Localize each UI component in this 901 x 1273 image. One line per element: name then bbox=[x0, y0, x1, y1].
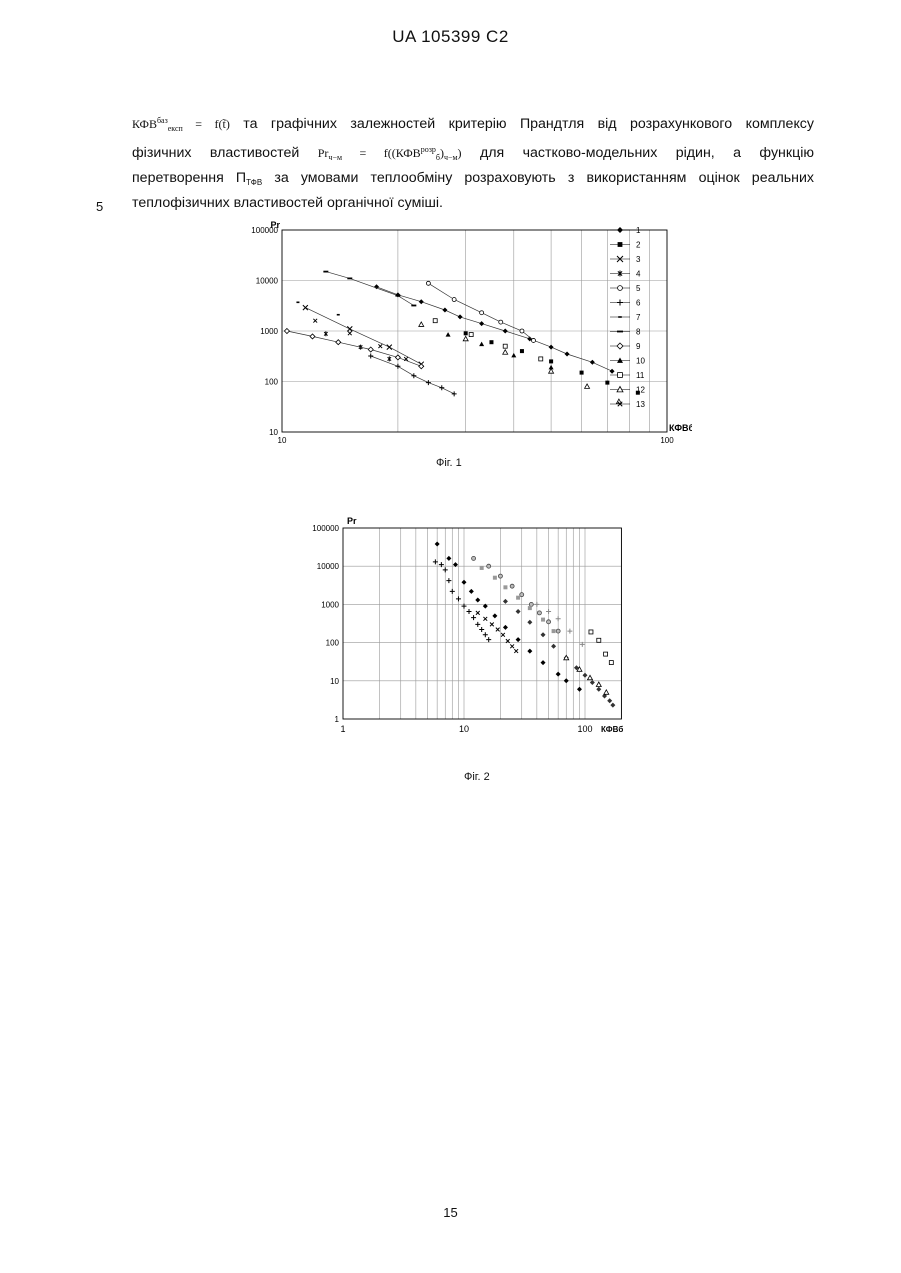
y-tick-label: 1000 bbox=[321, 600, 339, 609]
legend-label-13: 13 bbox=[636, 400, 645, 409]
y-tick-label: 10000 bbox=[256, 277, 279, 286]
legend-marker bbox=[618, 373, 623, 378]
legend-label-3: 3 bbox=[636, 255, 641, 264]
data-point bbox=[489, 340, 493, 344]
data-point bbox=[541, 618, 545, 622]
data-point bbox=[472, 556, 476, 560]
formula-kfv-bazexp: КФВбазексп = f(t̃) bbox=[132, 117, 230, 131]
data-point bbox=[597, 638, 601, 642]
data-point bbox=[499, 320, 503, 324]
data-point bbox=[552, 629, 556, 633]
legend-label-8: 8 bbox=[636, 328, 641, 337]
figure-2-caption: Фіг. 2 bbox=[464, 771, 490, 783]
data-point bbox=[503, 344, 507, 348]
formula-pr-chm: Prч−м = f((КФВрозрб)ч−м) bbox=[318, 146, 462, 160]
y-axis-label: Pr bbox=[347, 516, 357, 526]
legend-label-11: 11 bbox=[636, 371, 645, 380]
data-point bbox=[520, 349, 524, 353]
patent-header: UA 105399 C2 bbox=[0, 27, 901, 47]
y-tick-label: 100 bbox=[326, 639, 340, 648]
data-point bbox=[493, 576, 497, 580]
data-point bbox=[537, 611, 541, 615]
y-axis-label: Pr bbox=[270, 220, 280, 230]
x-tick-label: 100 bbox=[577, 724, 592, 734]
data-point bbox=[469, 333, 473, 337]
data-point bbox=[426, 281, 430, 285]
data-point bbox=[510, 584, 514, 588]
paragraph-line-4: теплофізичних властивостей органічної су… bbox=[132, 193, 814, 214]
data-point bbox=[503, 585, 507, 589]
figure-1-caption: Фіг. 1 bbox=[436, 457, 462, 469]
legend-label-6: 6 bbox=[636, 299, 641, 308]
legend-label-9: 9 bbox=[636, 342, 641, 351]
data-point bbox=[520, 329, 524, 333]
legend-label-2: 2 bbox=[636, 241, 641, 250]
legend-marker bbox=[618, 242, 623, 247]
data-point bbox=[480, 566, 484, 570]
paragraph-line-3: перетворення ПТФВ за умовами теплообміну… bbox=[132, 168, 814, 193]
x-tick-label: 10 bbox=[459, 724, 469, 734]
legend-label-10: 10 bbox=[636, 357, 645, 366]
legend-label-12: 12 bbox=[636, 386, 645, 395]
figure-2-chart: 1 10 100 1000 10000 100000 1 10 100 Pr КФВб bbox=[290, 512, 650, 748]
data-point bbox=[452, 298, 456, 302]
data-point bbox=[520, 593, 524, 597]
x-tick-label: 100 bbox=[660, 436, 674, 445]
x-axis-label: КФВб bbox=[601, 725, 623, 734]
y-tick-label: 1000 bbox=[260, 327, 278, 336]
data-point bbox=[580, 371, 584, 375]
data-point bbox=[516, 596, 520, 600]
data-point bbox=[529, 602, 533, 606]
paragraph-line-1: КФВбазексп = f(t̃) та графічних залежнос… bbox=[132, 110, 814, 139]
data-point bbox=[605, 381, 609, 385]
legend-label-4: 4 bbox=[636, 270, 641, 279]
legend-label-5: 5 bbox=[636, 284, 641, 293]
y-tick-label: 100 bbox=[265, 378, 279, 387]
data-point bbox=[589, 630, 593, 634]
data-point bbox=[498, 574, 502, 578]
figure-1-chart: 1010010001000010000010100PrКФВб123456789… bbox=[232, 214, 692, 476]
data-point bbox=[604, 652, 608, 656]
data-point bbox=[480, 311, 484, 315]
body-paragraph: КФВбазексп = f(t̃) та графічних залежнос… bbox=[132, 110, 814, 214]
data-point bbox=[609, 661, 613, 665]
legend-label-7: 7 bbox=[636, 313, 641, 322]
data-point bbox=[539, 357, 543, 361]
page-number: 15 bbox=[0, 1205, 901, 1220]
y-tick-label: 10 bbox=[330, 677, 339, 686]
y-tick-label: 100000 bbox=[312, 524, 339, 533]
line-number: 5 bbox=[96, 199, 103, 214]
data-point bbox=[556, 629, 560, 633]
data-point bbox=[547, 620, 551, 624]
data-point bbox=[464, 331, 468, 335]
y-tick-label: 10000 bbox=[317, 562, 340, 571]
y-tick-label: 1 bbox=[335, 715, 340, 724]
data-point bbox=[528, 606, 532, 610]
x-tick-label: 10 bbox=[278, 436, 287, 445]
x-axis-label: КФВб bbox=[669, 423, 692, 433]
legend-marker bbox=[618, 286, 623, 291]
x-tick-label: 1 bbox=[340, 724, 345, 734]
data-point bbox=[487, 564, 491, 568]
figure-2-background bbox=[290, 512, 650, 748]
data-point bbox=[531, 338, 535, 342]
paragraph-line-2: фізичних властивостей Prч−м = f((КФВрозр… bbox=[132, 139, 814, 168]
data-point bbox=[549, 359, 553, 363]
data-point bbox=[433, 319, 437, 323]
legend-label-1: 1 bbox=[636, 226, 641, 235]
figure-1-background bbox=[232, 214, 692, 476]
